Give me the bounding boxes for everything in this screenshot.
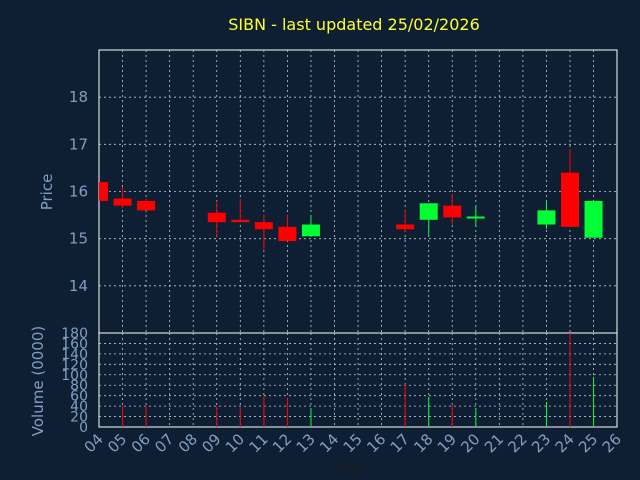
day-tick-label: 25 xyxy=(575,430,601,456)
day-tick-label: 24 xyxy=(552,430,578,456)
candle-body-06 xyxy=(137,200,156,211)
price-panel: 14 15 16 17 18 xyxy=(69,49,618,334)
volume-tick-label: 180 xyxy=(61,326,88,342)
volume-tick-label: 20 xyxy=(70,410,88,426)
volume-tick-label: 140 xyxy=(61,347,88,363)
day-tick-label: 06 xyxy=(128,430,154,456)
price-tick-label: 16 xyxy=(69,183,88,201)
x-axis-label: Day xyxy=(333,458,363,476)
candle-body-25 xyxy=(584,200,603,238)
chart-title: SIBN - last updated 25/02/2026 xyxy=(228,15,480,34)
day-tick-label: 17 xyxy=(387,430,413,456)
price-tick-label: 18 xyxy=(69,88,88,106)
volume-tick-label: 160 xyxy=(61,336,88,352)
day-tick-labels: 0405060708091011121314151617181920212223… xyxy=(81,430,625,456)
day-tick-label: 12 xyxy=(269,430,295,456)
candle-body-19 xyxy=(443,205,462,218)
volume-axis-label: Volume (0000) xyxy=(29,326,47,436)
price-tick-label: 17 xyxy=(69,135,88,153)
price-tick-labels: 14 15 16 17 18 xyxy=(69,88,88,295)
volume-bars xyxy=(122,333,595,427)
day-tick-label: 22 xyxy=(504,430,530,456)
candle-body-09 xyxy=(207,212,226,223)
price-grid xyxy=(99,50,617,333)
day-tick-label: 15 xyxy=(340,430,366,456)
day-tick-label: 10 xyxy=(222,430,248,456)
day-tick-label: 21 xyxy=(481,430,507,456)
day-tick-label: 26 xyxy=(599,430,625,456)
day-tick-label: 18 xyxy=(410,430,436,456)
candle-body-10 xyxy=(231,219,250,223)
price-axis-label: Price xyxy=(38,174,56,211)
volume-tick-label: 0 xyxy=(79,420,88,436)
day-tick-label: 05 xyxy=(104,430,130,456)
volume-tick-label: 80 xyxy=(70,378,88,394)
day-tick-label: 16 xyxy=(363,430,389,456)
candle-body-05 xyxy=(113,198,132,206)
day-tick-label: 23 xyxy=(528,430,554,456)
candle-body-18 xyxy=(419,203,438,220)
price-tick-label: 14 xyxy=(69,277,88,295)
candle-body-13 xyxy=(301,224,320,237)
day-tick-label: 09 xyxy=(198,430,224,456)
candle-body-17 xyxy=(396,224,415,230)
volume-tick-label: 120 xyxy=(61,357,88,373)
day-tick-label: 11 xyxy=(245,430,271,456)
candle-body-20 xyxy=(466,216,485,219)
volume-grid xyxy=(99,333,617,427)
day-tick-label: 08 xyxy=(175,430,201,456)
volume-tick-label: 60 xyxy=(70,389,88,405)
day-tick-label: 13 xyxy=(293,430,319,456)
price-tick-label: 15 xyxy=(69,230,88,248)
day-tick-label: 14 xyxy=(316,430,342,456)
candle-body-12 xyxy=(278,226,297,242)
candle-body-24 xyxy=(561,172,579,227)
day-tick-label: 19 xyxy=(434,430,460,456)
candle-body-04 xyxy=(99,182,108,201)
candle-body-23 xyxy=(537,210,556,225)
volume-tick-label: 100 xyxy=(61,368,88,384)
day-tick-label: 20 xyxy=(457,430,483,456)
candle-body-11 xyxy=(254,222,273,230)
volume-tick-label: 40 xyxy=(70,399,88,415)
day-tick-label: 07 xyxy=(151,430,177,456)
candles xyxy=(99,149,603,251)
